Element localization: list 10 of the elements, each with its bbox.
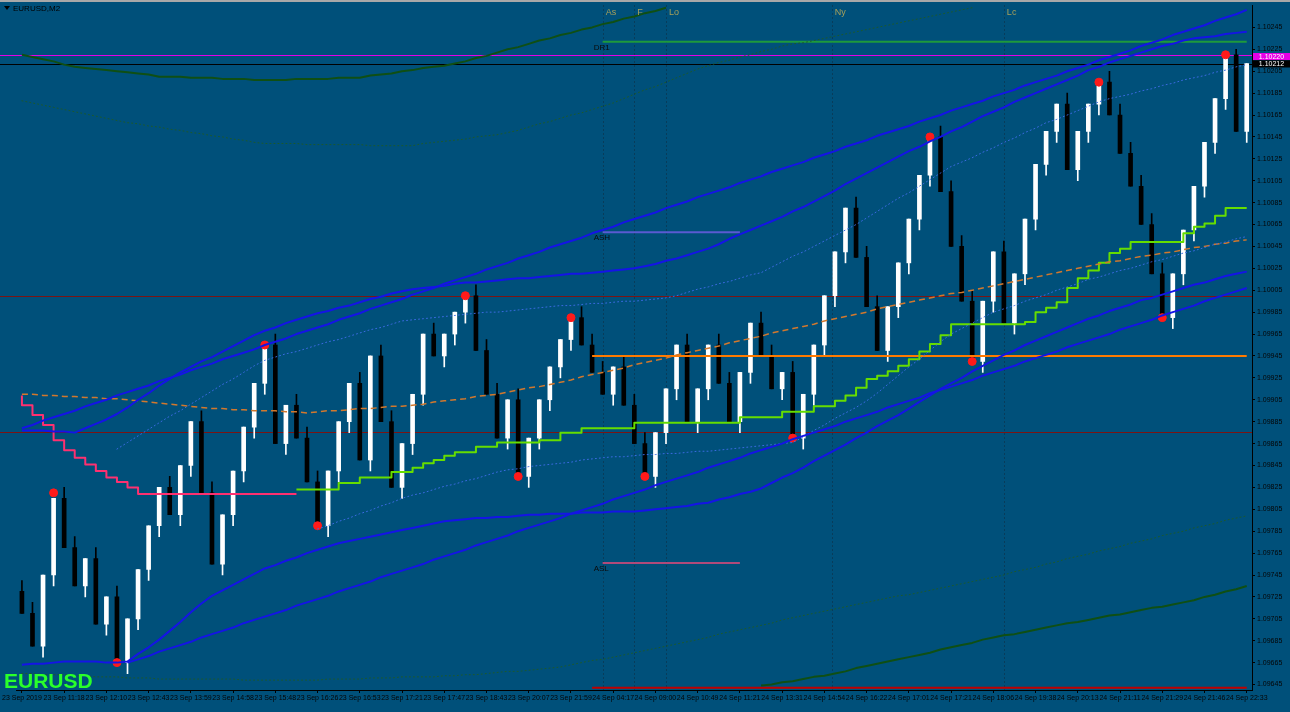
series-label: DR1	[593, 42, 611, 52]
annotation: Lc	[1006, 7, 1017, 18]
annotation: F	[637, 7, 644, 18]
chart-title: EURUSD,M2	[13, 4, 61, 14]
series-label: ASH	[593, 233, 611, 243]
annotation: EURUSD	[4, 669, 93, 692]
annotation: Ny	[834, 7, 847, 18]
series-label: ASL	[593, 564, 610, 574]
annotation: Lo	[669, 7, 680, 18]
annotation: As	[605, 7, 617, 18]
